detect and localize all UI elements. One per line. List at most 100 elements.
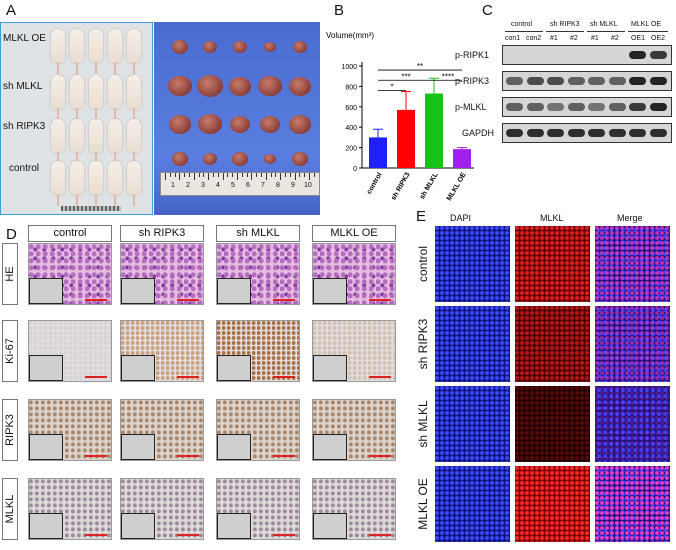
fluor-row-label: sh RIPK3 [416, 318, 430, 370]
tumor [293, 41, 307, 53]
blot-band [506, 129, 523, 137]
blot-lane-label: con2 [526, 35, 542, 42]
mouse [127, 161, 141, 206]
blot-band [547, 103, 564, 111]
blot-gapdh [502, 123, 672, 143]
histology-inset [29, 278, 63, 304]
mouse [127, 119, 141, 164]
histology-inset [121, 355, 155, 381]
x-tick-label: control [366, 171, 384, 195]
mouse [127, 29, 141, 74]
panel-b-label: B [334, 2, 345, 19]
ruler-number: 8 [276, 182, 280, 189]
histo-col-header: sh MLKL [216, 225, 300, 242]
blot-lane-label: #2 [611, 35, 619, 42]
blot-band [608, 103, 626, 111]
blot-lane-label: #1 [550, 35, 558, 42]
significance-label: ** [417, 62, 423, 71]
blot-band [629, 77, 646, 85]
histology-image [216, 243, 300, 305]
histology-inset [313, 513, 347, 539]
ruler: 1 2 3 4 5 6 7 8 9 10 [160, 172, 320, 196]
blot-band [649, 77, 667, 85]
histology-image [120, 243, 204, 305]
ruler-number: 6 [246, 182, 250, 189]
mouse [89, 75, 103, 120]
ruler-number: 7 [261, 182, 265, 189]
mouse [127, 75, 141, 120]
mouse [108, 75, 122, 120]
blot-lane-label: #1 [591, 35, 599, 42]
panel-a-mice-photo: MLKL OE sh MLKL sh RIPK3 control [0, 22, 153, 215]
y-tick-label: 400 [345, 125, 357, 132]
ruler-number: 1 [171, 182, 175, 189]
fluorescence-image [435, 226, 510, 302]
blot-band [526, 129, 544, 137]
blot-band [526, 103, 544, 111]
blot-band [608, 129, 626, 137]
blot-group-label: sh RIPK3 [550, 21, 580, 28]
tumor [230, 116, 250, 133]
fluorescence-image [435, 466, 510, 542]
histology-image [120, 399, 204, 461]
blot-label: p-MLKL [455, 102, 487, 112]
blot-band [547, 129, 564, 137]
fluor-col-header: MLKL [540, 213, 564, 223]
panel-c-label: C [482, 2, 493, 19]
histo-col-header: control [28, 225, 112, 242]
mouse [70, 161, 84, 206]
fluor-row-label: sh MLKL [416, 400, 430, 448]
panel-a-row-label: sh MLKL [3, 81, 43, 92]
mouse [108, 119, 122, 164]
histology-image [28, 478, 112, 540]
histology-inset [121, 278, 155, 304]
mouse [108, 29, 122, 74]
mouse [89, 161, 103, 206]
histology-inset [313, 278, 347, 304]
tumor [260, 116, 280, 133]
blot-band [547, 77, 564, 85]
bar [369, 137, 387, 168]
blot-lane-label: OE1 [631, 35, 646, 42]
fluor-row-label: control [416, 245, 430, 283]
mouse [89, 119, 103, 164]
panel-e-label: E [416, 208, 427, 225]
tumor [169, 115, 191, 134]
blot-group-label: MLKL OE [631, 21, 662, 28]
blot-band [506, 103, 523, 111]
significance-label: *** [401, 72, 410, 81]
tumor [232, 152, 248, 166]
mouse [70, 119, 84, 164]
blot-label: p-RIPK3 [455, 76, 490, 86]
blot-band [588, 77, 605, 85]
fluorescence-image [515, 226, 590, 302]
ruler-number: 9 [291, 182, 295, 189]
blot-band [526, 77, 544, 85]
blot-p-ripk3 [502, 71, 672, 91]
panel-a-row-label: control [9, 163, 40, 174]
ruler-small [61, 206, 121, 211]
y-tick-label: 1000 [341, 64, 357, 71]
histology-image [120, 478, 204, 540]
fluorescence-image [595, 226, 670, 302]
blot-band [649, 103, 667, 111]
mouse [51, 29, 65, 74]
fluorescence-image [595, 466, 670, 542]
tumor [197, 75, 223, 98]
tumor [198, 114, 222, 135]
fluor-row-label: MLKL OE [416, 478, 430, 530]
tumor [172, 152, 188, 166]
significance-label: * [390, 82, 393, 91]
fluor-col-header: DAPI [450, 213, 472, 223]
histology-image [312, 399, 396, 461]
fluor-col-header: Merge [617, 213, 643, 223]
blot-p-mlkl [502, 97, 672, 117]
histology-image [28, 320, 112, 382]
tumor [233, 41, 247, 53]
tumor [229, 77, 251, 96]
tumor [289, 77, 311, 96]
histology-inset [29, 513, 63, 539]
fluorescence-image [435, 386, 510, 462]
histology-image [312, 478, 396, 540]
histology-image [28, 243, 112, 305]
